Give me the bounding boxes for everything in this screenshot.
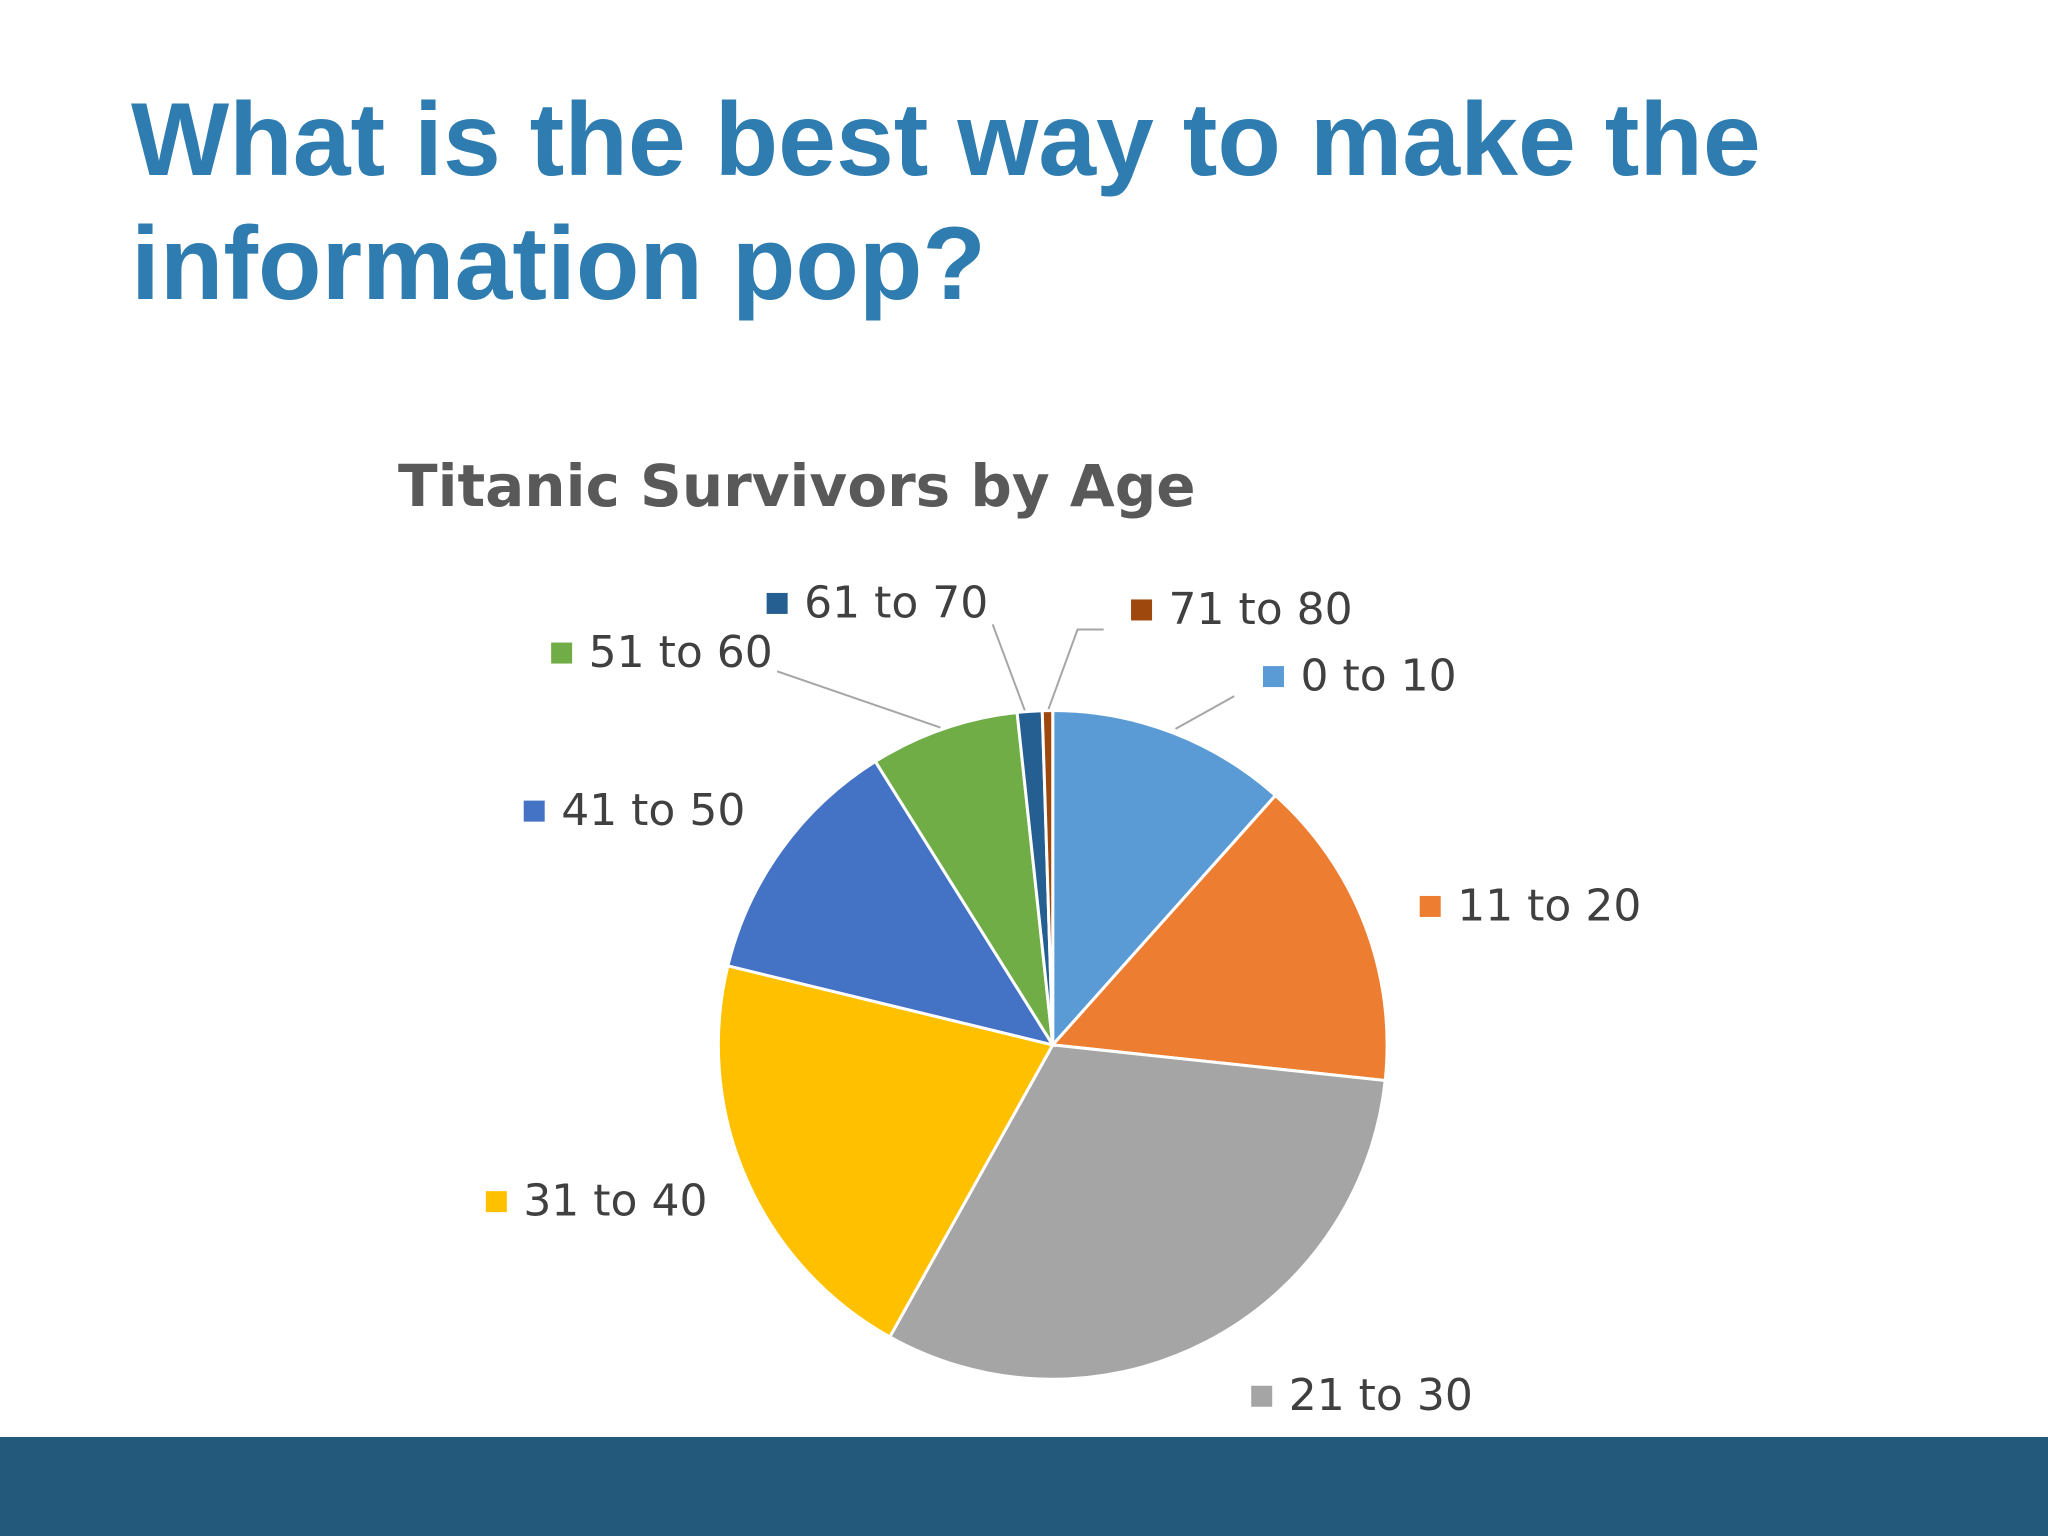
leader-line	[1175, 695, 1235, 730]
legend-marker	[1419, 895, 1441, 917]
legend-marker	[1131, 599, 1153, 621]
leader-line	[1046, 628, 1104, 713]
pie-slice	[887, 1043, 1387, 1381]
legend-marker	[523, 800, 545, 822]
pie-slice	[1049, 793, 1389, 1083]
leader-line	[991, 623, 1027, 713]
slice-label: 11 to 20	[1457, 880, 1641, 931]
footer-bar	[0, 1437, 2048, 1536]
legend-marker	[485, 1191, 507, 1213]
slide-title: What is the best way to make the informa…	[131, 82, 1761, 322]
slice-label: 61 to 70	[804, 577, 988, 628]
legend-marker	[551, 642, 573, 664]
slice-label: 51 to 60	[589, 627, 773, 678]
chart-title: Titanic Survivors by Age	[398, 452, 1196, 520]
pie-slice	[1040, 709, 1055, 1045]
chart: Titanic Survivors by Age 0 to 10 11 to 20…	[398, 452, 1641, 1421]
leader-line	[776, 670, 941, 729]
pie-slice	[716, 964, 1056, 1339]
slice-label: 41 to 50	[561, 785, 745, 836]
legend-marker	[1251, 1385, 1273, 1407]
legend-marker	[1262, 666, 1284, 688]
slice-label: 21 to 30	[1289, 1370, 1473, 1421]
legend-marker	[766, 592, 788, 614]
pie-slice	[1051, 709, 1278, 1049]
slice-label: 31 to 40	[523, 1176, 707, 1227]
pie-slice	[873, 710, 1055, 1046]
slice-label: 71 to 80	[1169, 584, 1353, 635]
slice-label: 0 to 10	[1300, 651, 1456, 702]
pie-slice	[726, 759, 1056, 1048]
